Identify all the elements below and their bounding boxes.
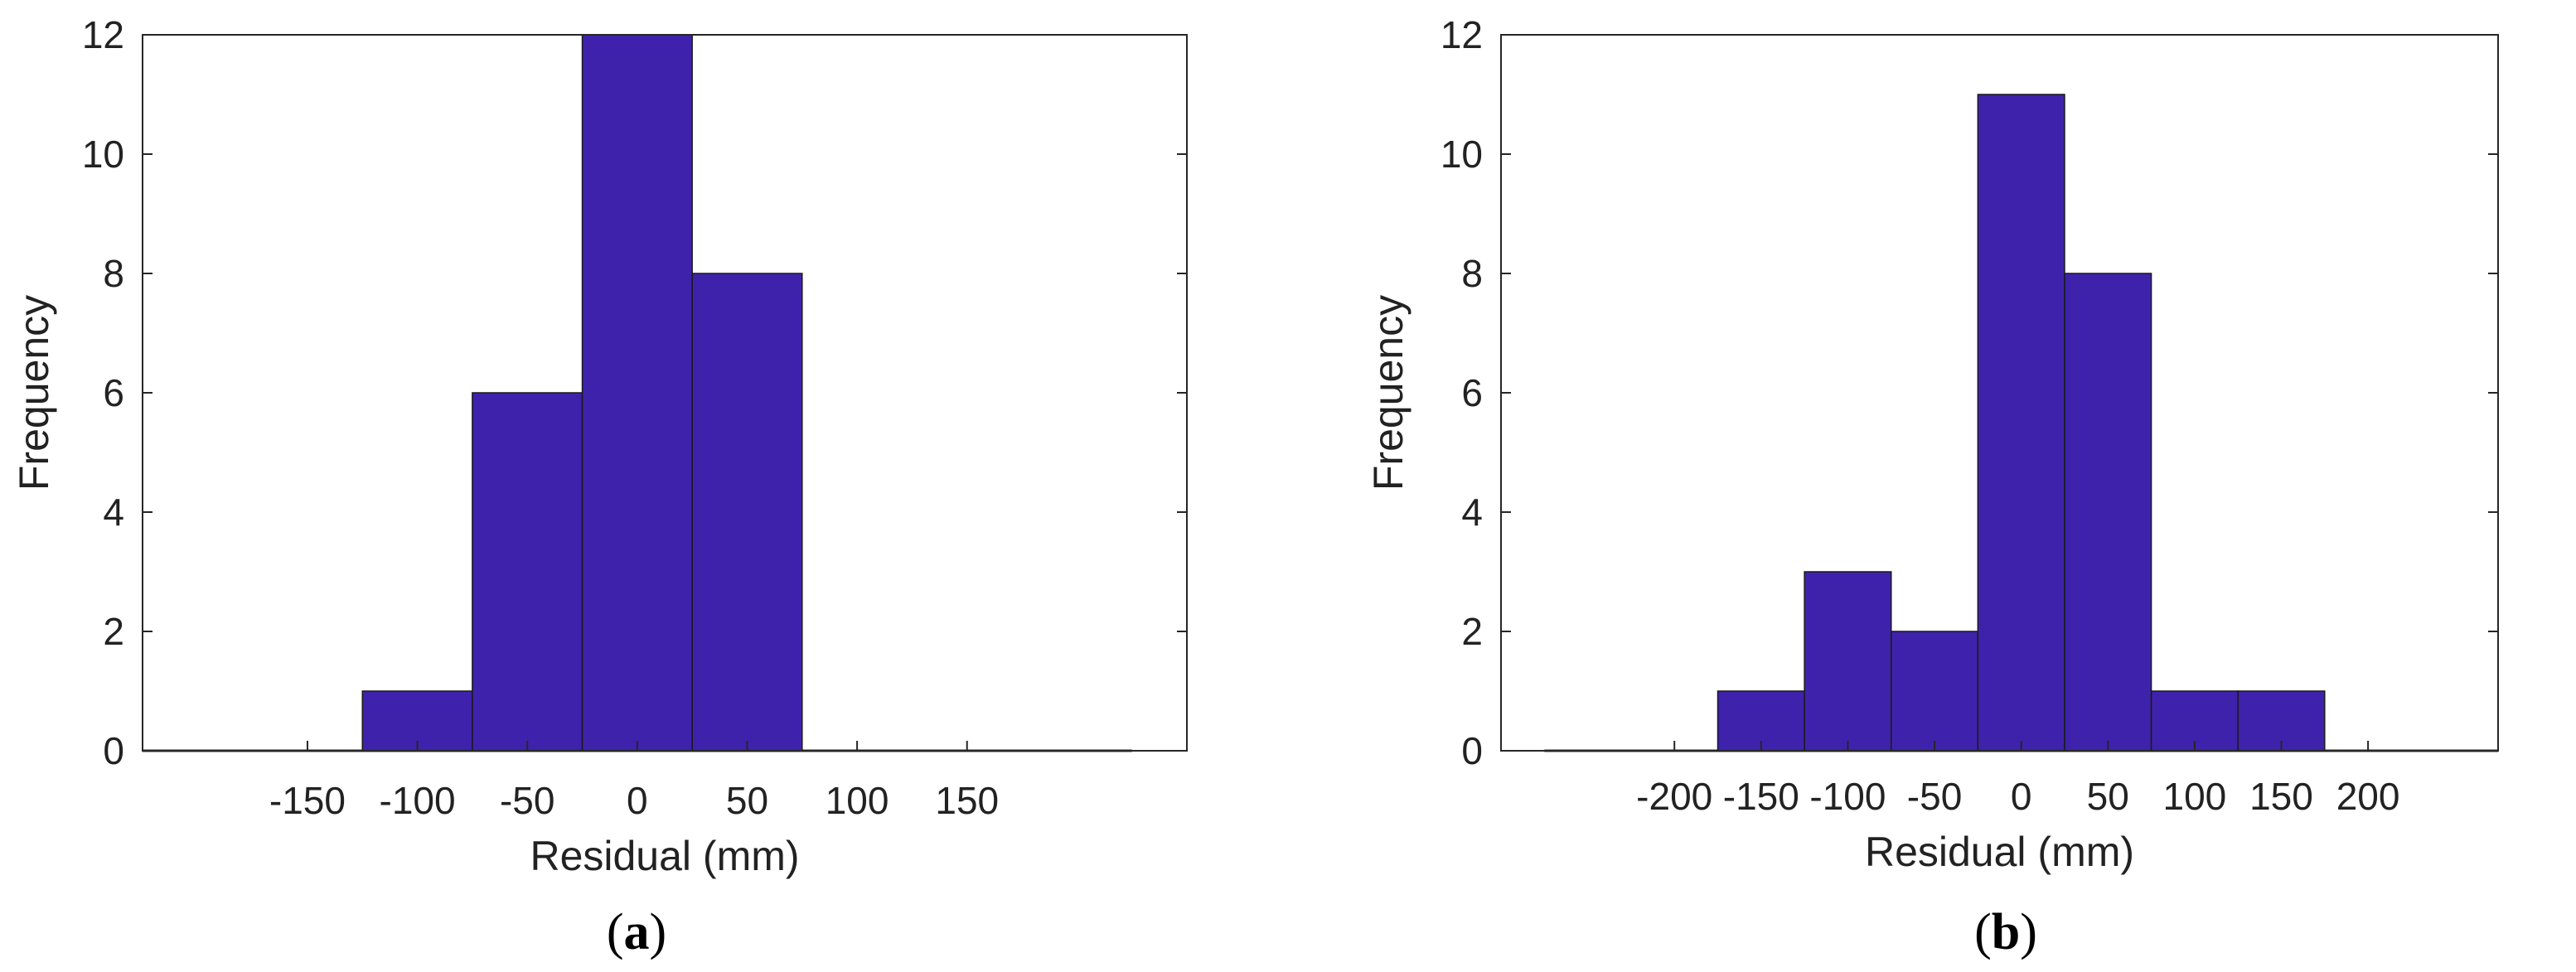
xtick-label-b--200: -200 [1636, 775, 1712, 818]
ytick-label-a-0: 0 [103, 729, 124, 772]
caption-b: (b) [1974, 904, 2037, 960]
ytick-label-b-4: 4 [1461, 491, 1483, 534]
ytick-label-a-4: 4 [103, 491, 124, 534]
y-axis-title-b: Frequency [1365, 295, 1411, 491]
xtick-label-a--100: -100 [380, 779, 456, 822]
xtick-label-b--150: -150 [1723, 775, 1799, 818]
xtick-label-a--150: -150 [269, 779, 346, 822]
ytick-label-a-12: 12 [82, 13, 124, 56]
xtick-label-b-200: 200 [2336, 775, 2400, 818]
ytick-label-a-10: 10 [82, 133, 124, 176]
bar-a--50 [472, 392, 583, 752]
xtick-label-a-50: 50 [726, 779, 768, 822]
xtick-label-a-150: 150 [935, 779, 999, 822]
y-axis-title-a: Frequency [11, 295, 57, 491]
xtick-label-a--50: -50 [500, 779, 554, 822]
xtick-label-a-0: 0 [627, 779, 648, 822]
ytick-label-a-6: 6 [103, 371, 124, 414]
xtick-label-b-50: 50 [2087, 775, 2129, 818]
xtick-label-b-0: 0 [2011, 775, 2032, 818]
xtick-label-a-100: 100 [826, 779, 889, 822]
ytick-label-a-8: 8 [103, 252, 124, 295]
bar-b--50 [1890, 631, 1979, 752]
bar-a-50 [691, 273, 803, 752]
ytick-label-b-6: 6 [1461, 371, 1483, 414]
ytick-label-b-0: 0 [1461, 729, 1483, 772]
ytick-label-b-10: 10 [1441, 133, 1483, 176]
panel-a-chart: 0 2 4 6 8 10 12 -150 -100 -50 0 50 100 150 Residual (m… [11, 13, 1188, 879]
bar-b--100 [1804, 571, 1892, 752]
xtick-label-b--50: -50 [1907, 775, 1962, 818]
bar-b-50 [2064, 273, 2152, 752]
xtick-label-b--100: -100 [1809, 775, 1886, 818]
bar-a-0 [581, 34, 693, 752]
x-axis-title-a: Residual (mm) [530, 833, 799, 879]
caption-a: (a) [607, 904, 666, 960]
ytick-label-a-2: 2 [103, 610, 124, 653]
xtick-label-b-100: 100 [2162, 775, 2226, 818]
ytick-label-b-8: 8 [1461, 252, 1483, 295]
ytick-label-b-2: 2 [1461, 610, 1483, 653]
xtick-label-b-150: 150 [2249, 775, 2313, 818]
panel-b-chart: 0 2 4 6 8 10 12 -200 -150 -100 -50 0 50 100 150 200 Resi… [1365, 13, 2499, 875]
bar-b-0 [1977, 94, 2065, 752]
ytick-label-b-12: 12 [1441, 13, 1483, 56]
x-axis-title-b: Residual (mm) [1865, 829, 2134, 875]
